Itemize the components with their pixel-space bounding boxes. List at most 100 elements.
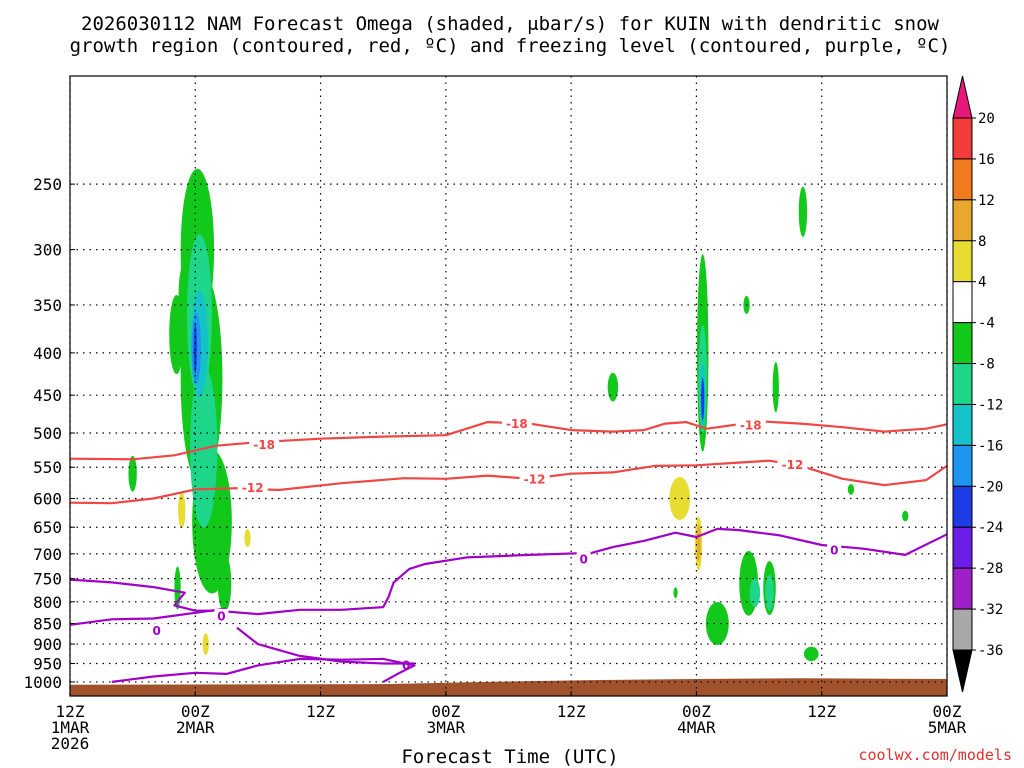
pressure-tick-label: 750 [33,570,62,589]
colorbar-tick-label: -12 [978,397,1003,413]
freezing-level-contour-label-bg [827,543,842,558]
omega-cell [772,361,779,413]
freezing-level-contour-line [111,657,416,683]
pressure-tick-label: 1000 [23,673,62,692]
time-tick-label: 00Z [933,702,962,721]
pressure-tick-label: 900 [33,635,62,654]
dgz-contour-label-bg [501,416,532,431]
omega-cell [902,510,909,522]
omega-cell [749,578,761,608]
time-tick-label: 5MAR [928,718,967,737]
contour-lines: -18 -18 -18 -12 -12 -12 0 0 0 0 0 [69,416,948,683]
pressure-tick-label: 400 [33,344,62,363]
colorbar-tick-label: -20 [978,479,1003,495]
dgz-contour-label-bg [249,437,280,452]
freezing-level-contour-label-bg [214,608,229,623]
colorbar-bin [952,444,973,487]
colorbar-tick-label: -24 [978,520,1003,536]
dgz-contour-label-bg [237,480,268,495]
freezing-level-contour-label-bg [149,623,164,638]
colorbar-tick-label: -16 [978,438,1003,454]
time-tick-label: 00Z [181,702,210,721]
colorbar-bin [952,567,973,610]
dgz-contour-label: -12 [242,481,264,495]
omega-colorbar: 20 16 12 8 4 -4 -8 -12 -16 -20 -24 -28 -32 -36 [952,75,1003,693]
dgz-contour-label-bg [735,418,766,433]
pressure-tick-label: 850 [33,615,62,634]
colorbar-bin [952,363,973,405]
plot-frame [69,75,948,697]
credit-link[interactable]: coolwx.com/models [858,746,1012,764]
dgz-contour-label: -18 [740,419,762,433]
time-tick-label: 2MAR [176,718,215,737]
omega-cell [128,455,137,492]
omega-cell [193,323,197,374]
pressure-tick-label: 600 [33,489,62,508]
omega-cell [244,529,251,548]
freezing-level-contour-line [69,527,948,616]
colorbar-tick-label: 16 [978,152,995,168]
colorbar-bin [952,199,973,242]
pressure-tick-label: 800 [33,593,62,612]
time-tick-label: 4MAR [677,718,716,737]
omega-cell [798,186,808,237]
pressure-tick-label: 650 [33,518,62,537]
time-tick-label: 12Z [306,702,335,721]
freezing-level-contour-label: 0 [217,609,225,623]
pressure-tick-label: 250 [33,175,62,194]
colorbar-bin [952,485,973,528]
colorbar-tick-label: 20 [978,111,995,127]
colorbar-over-triangle [952,75,973,119]
freezing-level-contour-label-bg [576,551,591,566]
chart-title-line-1: 2026030112 NAM Forecast Omega (shaded, μ… [81,13,939,35]
dgz-contour-label: -18 [506,417,528,431]
freezing-level-contour-label: 0 [579,552,587,566]
dgz-contour-label: -12 [782,458,804,472]
time-tick-label: 12Z [807,702,836,721]
omega-cell [607,372,619,402]
omega-cell [765,574,774,611]
pressure-tick-label: 450 [33,386,62,405]
colorbar-tick-label: 8 [978,234,986,250]
colorbar-bin [952,322,973,365]
freezing-level-contour-label: 0 [402,659,410,673]
time-tick-label: 00Z [682,702,711,721]
x-axis-label: Forecast Time (UTC) [401,746,618,768]
time-tick-label: 1MAR [51,718,90,737]
omega-cell [178,492,186,529]
colorbar-bin [952,608,973,651]
omega-cell [705,602,729,646]
colorbar-tick-label: -36 [978,643,1003,659]
dgz-contour-label-bg [777,457,808,472]
freezing-level-contour-line [236,626,415,665]
dgz-contour-line [69,459,948,505]
pressure-tick-label: 550 [33,458,62,477]
dgz-contour-label: -12 [524,472,546,486]
colorbar-tick-label: -8 [978,357,995,373]
terrain-fill [70,678,947,696]
dgz-contour-label: -18 [253,438,275,452]
colorbar-bin [952,158,973,201]
pressure-tick-label: 300 [33,241,62,260]
omega-shading [128,168,909,662]
chart-title-line-2: growth region (contoured, red, ºC) and f… [70,35,951,57]
colorbar-tick-label: -4 [978,316,995,332]
pressure-tick-label: 500 [33,424,62,443]
pressure-tick-label: 350 [33,296,62,315]
omega-cell [673,587,678,599]
dgz-contour-label-bg [519,471,550,486]
colorbar-tick-label: -32 [978,602,1003,618]
pressure-axis: 250 300 350 400 450 500 550 600 650 700 750 800 8509… [23,175,75,692]
colorbar-tick-label: 12 [978,193,995,209]
omega-cell [202,633,209,655]
time-tick-label: 2026 [51,734,90,753]
pressure-tick-label: 700 [33,545,62,564]
colorbar-tick-label: 4 [978,275,986,291]
colorbar-bin [952,281,973,324]
omega-cell [803,646,819,662]
colorbar-bin [952,526,973,569]
colorbar-under-triangle [952,649,973,693]
freezing-level-contour-label: 0 [830,544,838,558]
